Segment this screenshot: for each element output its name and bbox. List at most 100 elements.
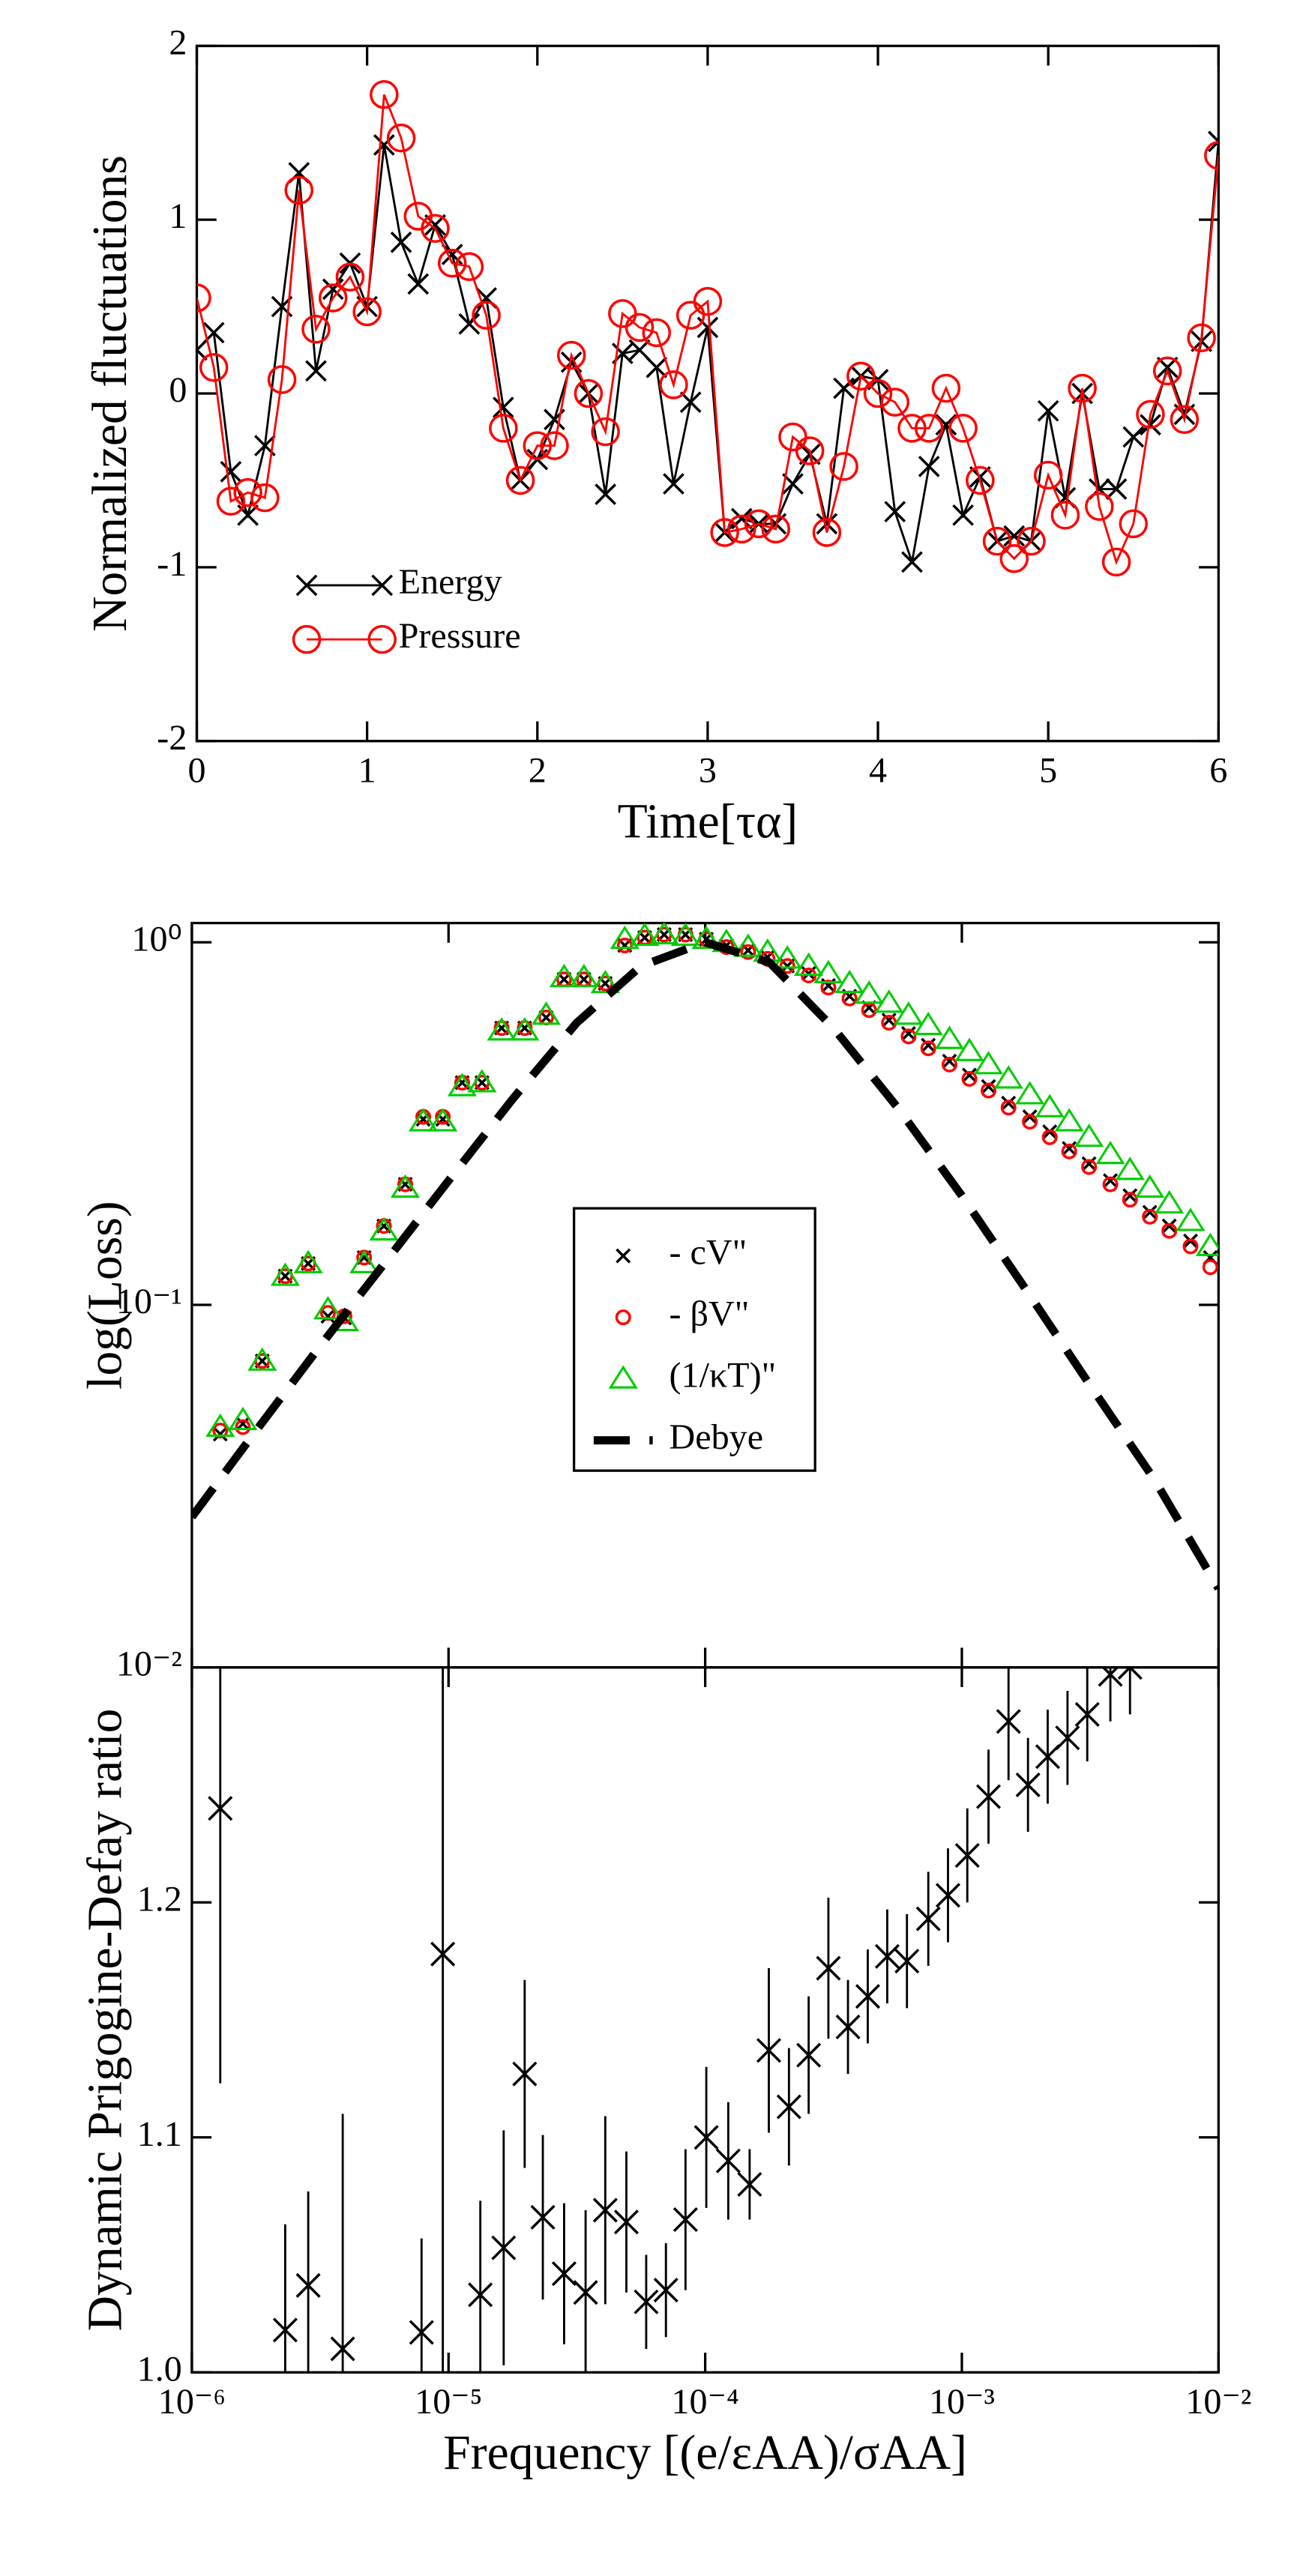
circle-marker bbox=[999, 544, 1029, 573]
y-axis-label: Dynamic Prigogine-Defay ratio bbox=[79, 1709, 133, 2332]
x-marker bbox=[390, 231, 412, 253]
x-marker bbox=[295, 574, 318, 597]
triangle-marker bbox=[1176, 1207, 1206, 1231]
x-marker bbox=[492, 396, 514, 418]
triangle-marker bbox=[854, 980, 884, 1004]
triangle-marker bbox=[608, 1365, 638, 1389]
circle-marker bbox=[1204, 141, 1219, 170]
circle-marker bbox=[556, 340, 586, 370]
x-marker bbox=[952, 504, 974, 526]
circle-marker bbox=[437, 248, 467, 278]
x-marker bbox=[921, 1037, 936, 1053]
x-marker bbox=[1161, 1218, 1177, 1234]
triangle-marker bbox=[247, 1347, 277, 1371]
triangle-marker bbox=[874, 989, 904, 1013]
circle-marker bbox=[196, 283, 211, 313]
x-marker bbox=[1055, 1725, 1080, 1751]
circle-marker bbox=[454, 252, 484, 281]
y-tick-label: 10⁰ bbox=[131, 919, 181, 959]
triangle-marker bbox=[610, 925, 640, 950]
circle-marker bbox=[846, 361, 876, 391]
triangle-marker bbox=[649, 923, 679, 945]
triangle-marker bbox=[772, 945, 802, 969]
x-marker bbox=[1037, 399, 1059, 422]
debye-curve bbox=[191, 938, 1219, 1591]
circle-marker bbox=[931, 373, 961, 403]
circle-marker bbox=[1061, 1143, 1077, 1159]
circle-marker bbox=[367, 624, 397, 654]
x-marker bbox=[435, 1111, 451, 1127]
triangle-marker bbox=[813, 959, 843, 983]
x-marker bbox=[1103, 1173, 1119, 1189]
circle-marker bbox=[370, 79, 399, 109]
x-marker bbox=[458, 313, 481, 335]
triangle-marker bbox=[894, 1001, 924, 1025]
x-marker bbox=[1117, 1667, 1143, 1680]
triangle-marker bbox=[510, 1017, 540, 1041]
x-marker bbox=[855, 1984, 881, 2009]
circle-marker bbox=[693, 286, 723, 316]
x-marker bbox=[1081, 1156, 1097, 1171]
triangle-marker bbox=[1195, 1232, 1219, 1256]
y-tick-label: -1 bbox=[157, 544, 187, 584]
x-marker bbox=[996, 1709, 1021, 1734]
y-axis-label: log(Loss) bbox=[79, 1201, 133, 1389]
x-marker bbox=[975, 1784, 1002, 1809]
y-tick-label: 2 bbox=[169, 22, 187, 62]
x-marker bbox=[430, 1941, 456, 1967]
circle-marker bbox=[472, 301, 501, 330]
circle-marker bbox=[761, 514, 791, 544]
x-marker bbox=[816, 1955, 841, 1981]
x-marker bbox=[663, 473, 684, 495]
circle-marker bbox=[250, 483, 280, 513]
x-marker bbox=[551, 2261, 577, 2287]
x-tick-label: 10⁻⁶ bbox=[158, 2382, 226, 2422]
circle-marker bbox=[523, 431, 553, 460]
triangle-marker bbox=[531, 1001, 562, 1025]
triangle-marker bbox=[549, 963, 580, 988]
circle-marker bbox=[1161, 1222, 1178, 1239]
x-marker bbox=[935, 414, 957, 436]
circle-marker bbox=[1041, 1129, 1058, 1145]
triangle-marker bbox=[447, 1073, 478, 1097]
x-marker bbox=[900, 1026, 916, 1042]
circle-marker bbox=[1152, 356, 1182, 386]
x-tick-label: 4 bbox=[869, 751, 887, 791]
x-marker bbox=[776, 2094, 801, 2120]
circle-marker bbox=[920, 1040, 936, 1057]
x-tick-label: 1 bbox=[358, 751, 376, 791]
triangle-marker bbox=[428, 1108, 458, 1132]
x-marker bbox=[942, 1053, 957, 1069]
legend-label: - cV" bbox=[669, 1233, 747, 1273]
x-marker bbox=[981, 1079, 996, 1094]
circle-marker bbox=[625, 313, 655, 343]
x-marker bbox=[1140, 414, 1161, 436]
x-marker bbox=[616, 1248, 631, 1264]
x-marker bbox=[272, 2317, 298, 2343]
circle-marker bbox=[233, 477, 262, 507]
circle-marker bbox=[318, 283, 348, 313]
series-line bbox=[196, 94, 1219, 565]
x-marker bbox=[881, 1013, 897, 1028]
triangle-marker bbox=[794, 952, 824, 976]
x-marker bbox=[212, 1426, 228, 1442]
y-axis-label: Normalized fluctuations bbox=[83, 155, 137, 632]
circle-marker bbox=[812, 518, 842, 547]
circle-marker bbox=[1081, 1159, 1098, 1175]
x-marker bbox=[512, 2061, 538, 2087]
x-marker bbox=[1207, 130, 1219, 153]
x-marker bbox=[373, 134, 395, 156]
x-axis-label: Frequency [(e/εAA)/σAA] bbox=[443, 2426, 967, 2480]
x-marker bbox=[320, 1309, 336, 1324]
circle-marker bbox=[948, 414, 978, 443]
circle-marker bbox=[1122, 1192, 1138, 1208]
circle-marker bbox=[212, 1423, 229, 1439]
triangle-marker bbox=[1015, 1081, 1045, 1105]
x-tick-label: 10⁻² bbox=[1185, 2382, 1251, 2422]
triangle-marker bbox=[1115, 1156, 1145, 1180]
y-tick-label: 10⁻¹ bbox=[116, 1282, 182, 1321]
circle-marker bbox=[1202, 1259, 1218, 1276]
x-marker bbox=[573, 2280, 598, 2305]
circle-marker bbox=[301, 314, 331, 344]
